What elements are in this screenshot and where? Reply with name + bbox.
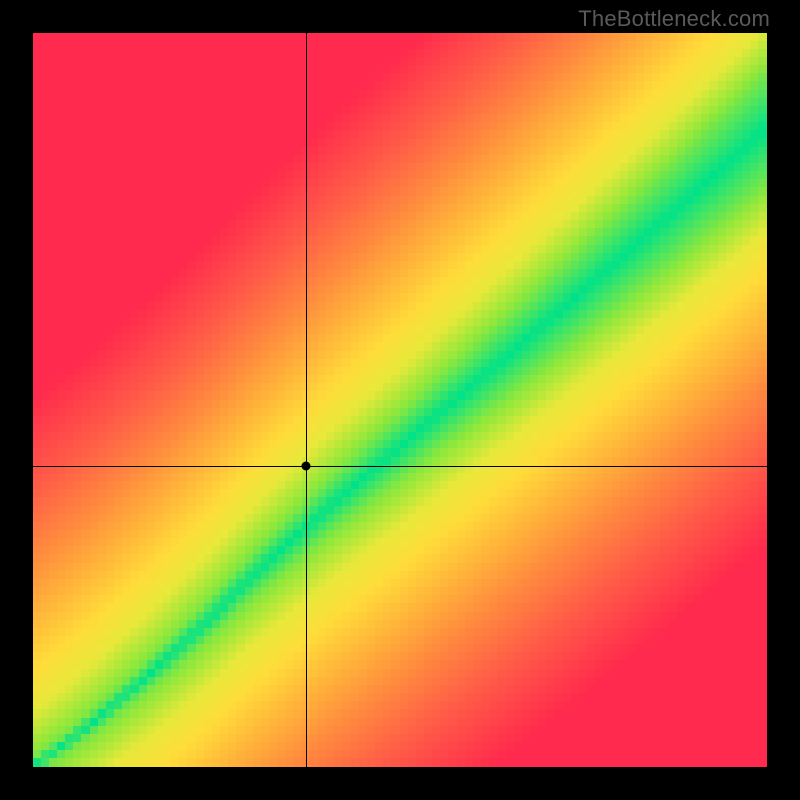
- crosshair-vertical: [306, 33, 307, 767]
- heatmap-canvas: [33, 33, 767, 767]
- crosshair-horizontal: [33, 466, 767, 467]
- crosshair-marker: [302, 462, 311, 471]
- plot-area: [33, 33, 767, 767]
- chart-frame: TheBottleneck.com: [0, 0, 800, 800]
- watermark-text: TheBottleneck.com: [578, 6, 770, 32]
